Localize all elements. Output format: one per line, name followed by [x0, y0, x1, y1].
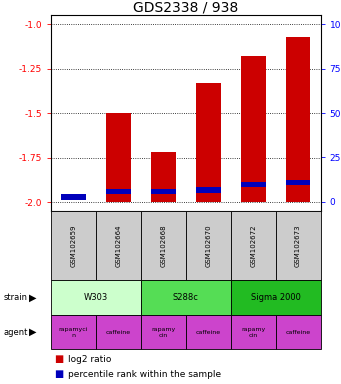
Bar: [106, 189, 131, 194]
Text: GSM102673: GSM102673: [295, 224, 301, 267]
Text: agent: agent: [3, 328, 28, 337]
Text: GSM102659: GSM102659: [71, 225, 77, 267]
Text: caffeine: caffeine: [196, 329, 221, 335]
Bar: [151, 152, 176, 202]
Text: ▶: ▶: [29, 327, 36, 337]
Text: GSM102670: GSM102670: [205, 224, 211, 267]
Text: ▶: ▶: [29, 293, 36, 303]
Text: percentile rank within the sample: percentile rank within the sample: [68, 370, 221, 379]
Text: GSM102672: GSM102672: [250, 225, 256, 267]
Text: rapamyci
n: rapamyci n: [59, 327, 88, 338]
Text: rapamy
cin: rapamy cin: [151, 327, 176, 338]
Text: W303: W303: [84, 293, 108, 302]
Bar: [241, 56, 266, 202]
Text: Sigma 2000: Sigma 2000: [251, 293, 300, 302]
Text: ■: ■: [55, 354, 64, 364]
Bar: [106, 113, 131, 202]
Text: GSM102664: GSM102664: [116, 225, 121, 267]
Text: caffeine: caffeine: [106, 329, 131, 335]
Text: rapamy
cin: rapamy cin: [241, 327, 265, 338]
Title: GDS2338 / 938: GDS2338 / 938: [133, 0, 238, 14]
Text: GSM102668: GSM102668: [160, 224, 166, 267]
Bar: [286, 180, 310, 185]
Bar: [196, 187, 221, 192]
Text: log2 ratio: log2 ratio: [68, 354, 112, 364]
Bar: [196, 83, 221, 202]
Text: strain: strain: [3, 293, 27, 302]
Bar: [241, 182, 266, 187]
Bar: [61, 194, 86, 200]
Text: caffeine: caffeine: [285, 329, 311, 335]
Text: S288c: S288c: [173, 293, 199, 302]
Bar: [286, 37, 310, 202]
Bar: [151, 189, 176, 194]
Text: ■: ■: [55, 369, 64, 379]
